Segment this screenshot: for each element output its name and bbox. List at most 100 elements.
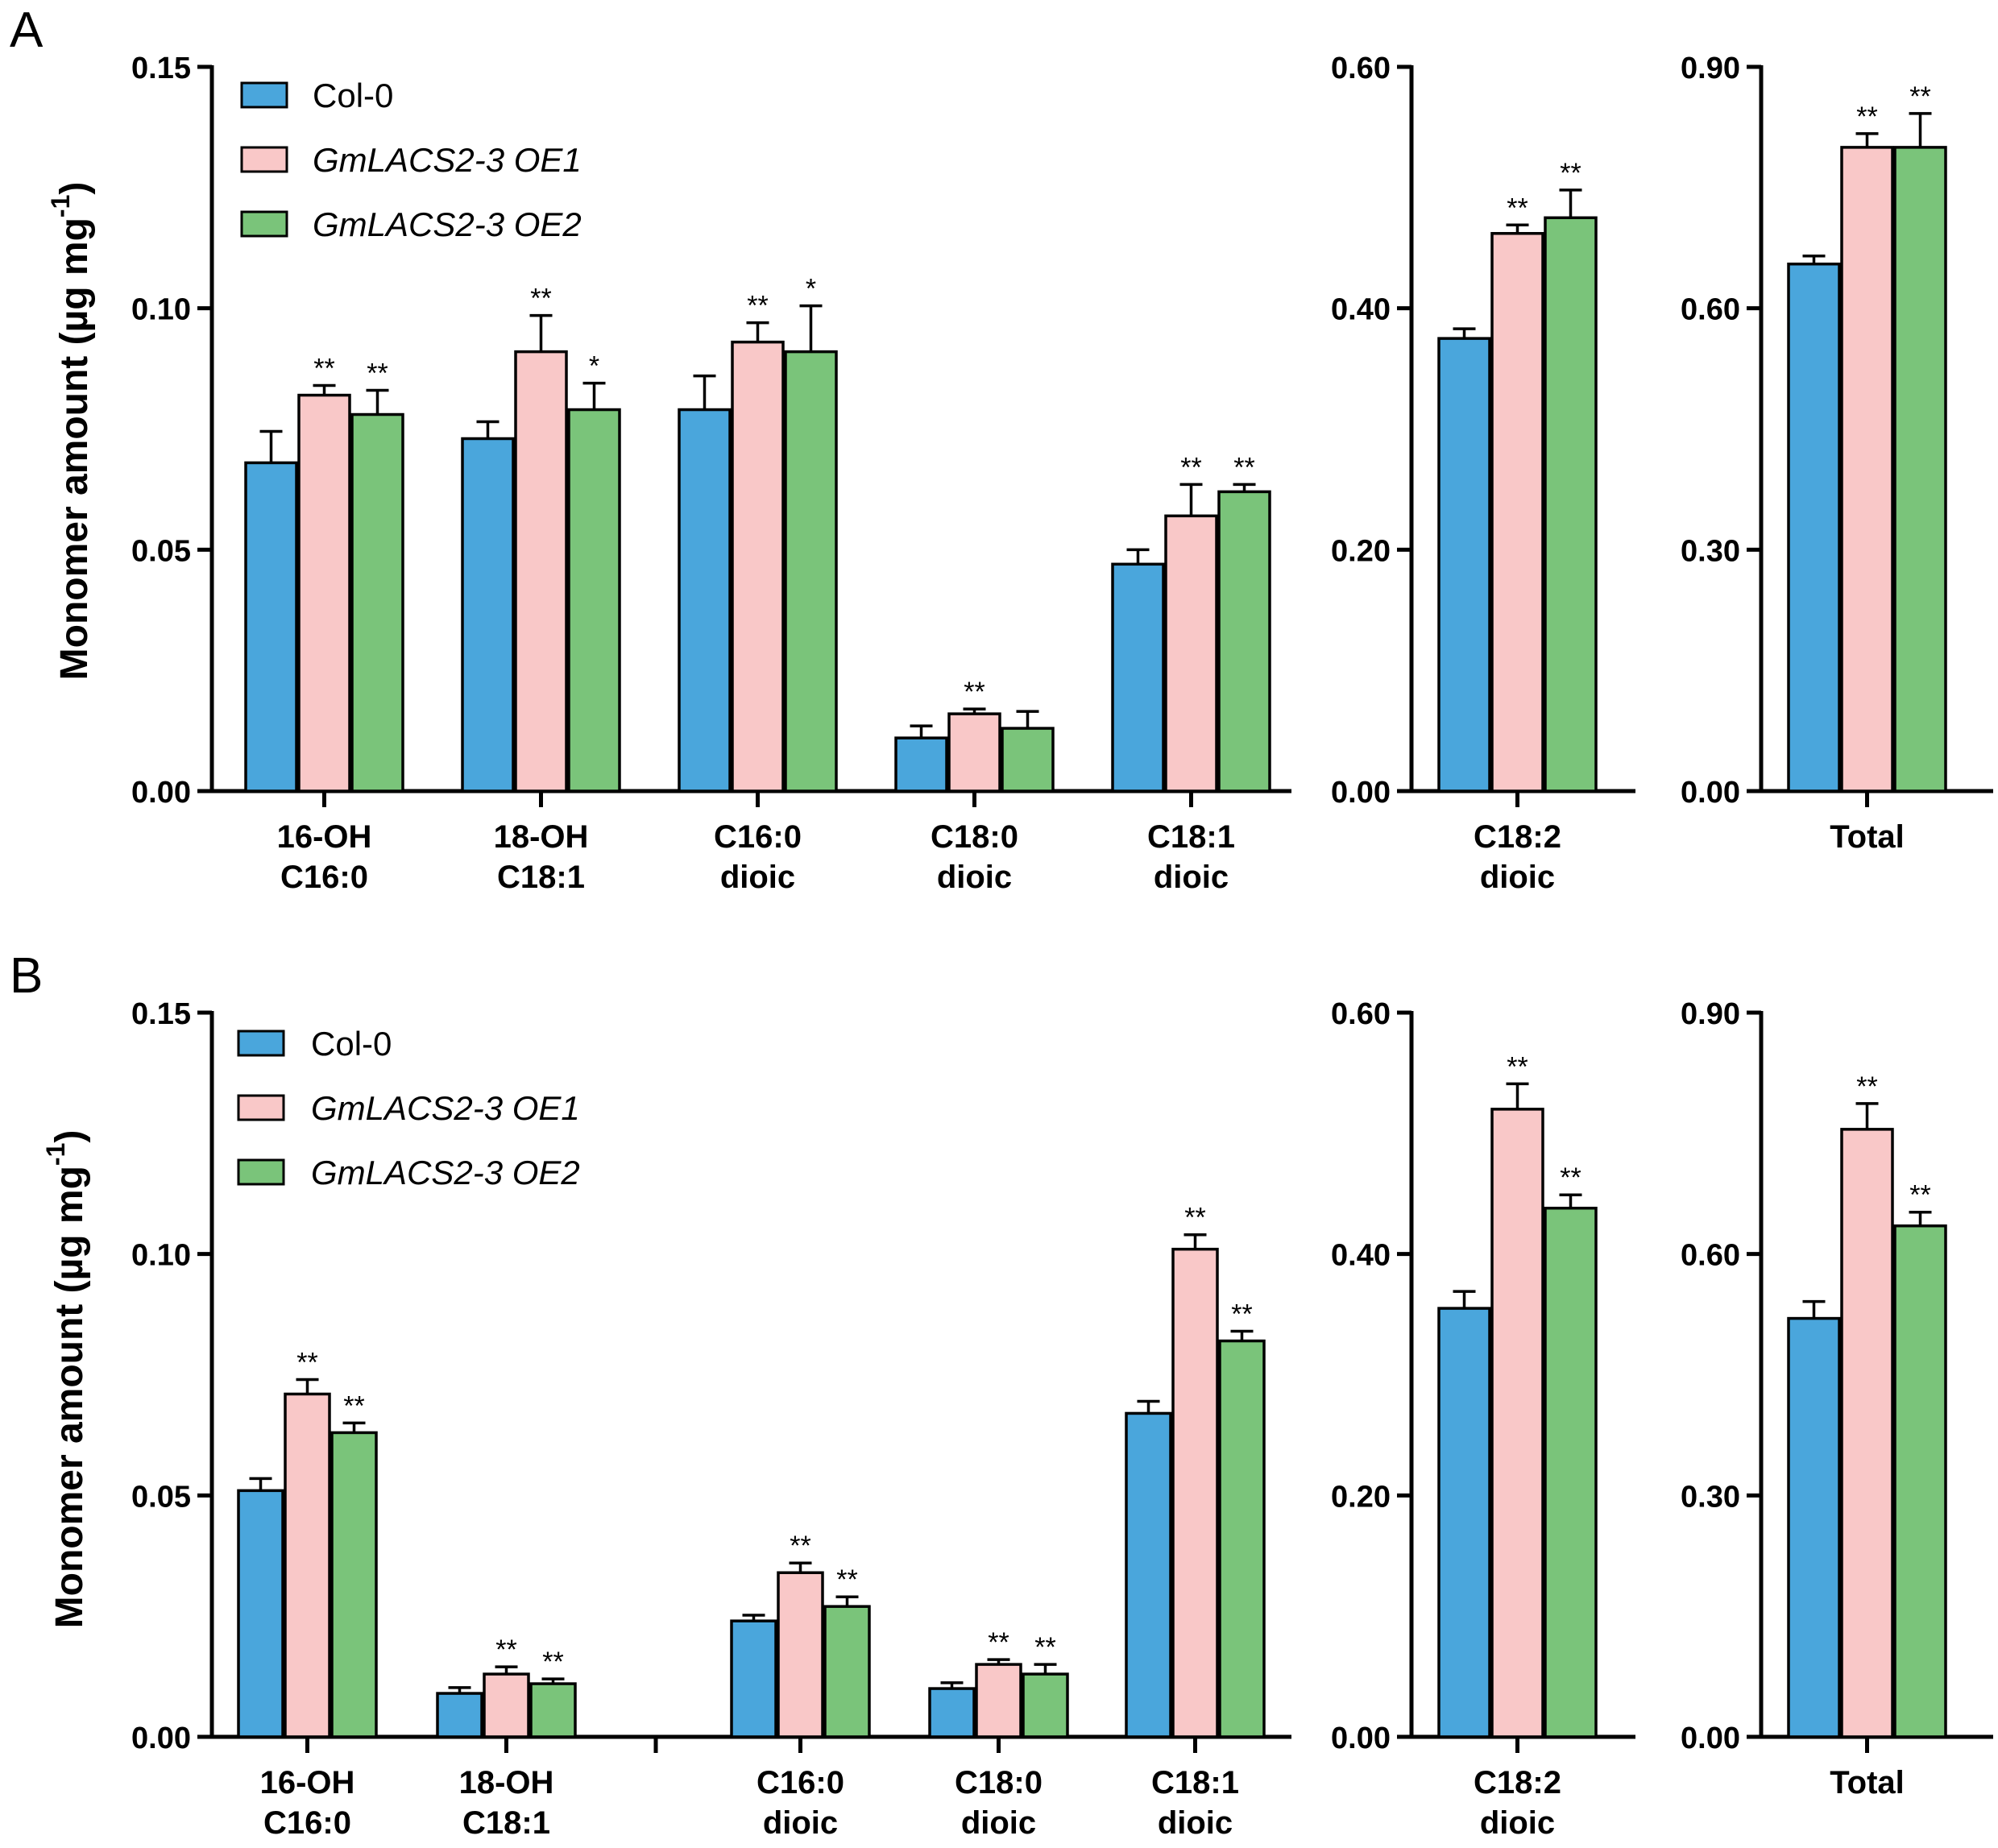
bar	[947, 712, 1001, 793]
bar	[1164, 514, 1218, 793]
y-tick-label: 0.60	[1331, 52, 1391, 85]
subplot-1: 0.00 0.20 0.40 0.60 C18:2 dioic ** **	[1331, 52, 1635, 895]
legend-label: GmLACS2-3 OE1	[311, 1089, 580, 1127]
bar	[730, 1619, 777, 1738]
bar	[1490, 1108, 1544, 1738]
significance-label: **	[1184, 1203, 1205, 1233]
legend-swatch-1	[240, 146, 288, 173]
y-tick-label: 0.15	[131, 997, 191, 1031]
significance-label: *	[806, 274, 816, 305]
x-tick-label: dioic	[1480, 860, 1555, 895]
bar	[1217, 490, 1271, 793]
y-tick-label: 0.30	[1681, 1480, 1740, 1514]
y-axis-label-superscript: -1	[41, 1143, 70, 1166]
bar	[350, 412, 404, 793]
x-tick-label: dioic	[1154, 860, 1229, 895]
significance-label: **	[296, 1347, 317, 1378]
y-tick-label: 0.60	[1681, 293, 1740, 327]
x-tick-label: C18:0	[931, 819, 1018, 855]
x-tick-label: C18:2	[1474, 1765, 1561, 1800]
significance-label: *	[589, 351, 599, 382]
panel-letter: A	[10, 2, 44, 58]
y-axis-label-close: )	[48, 1130, 91, 1143]
bar	[1437, 337, 1491, 793]
bar	[1022, 1672, 1069, 1738]
y-tick-label: 0.20	[1331, 1480, 1391, 1514]
panel-A: A Monomer amount (µg mg-1) Col-0 GmLACS2-3 …	[10, 2, 1993, 895]
significance-label: **	[964, 677, 984, 707]
bar	[461, 437, 515, 793]
bar	[678, 408, 732, 793]
legend-label: GmLACS2-3 OE1	[313, 141, 582, 179]
legend: Col-0 GmLACS2-3 OE1 GmLACS2-3 OE2	[237, 1025, 580, 1191]
y-axis-label-text: Monomer amount (µg mg	[53, 218, 96, 680]
legend-swatch-1	[237, 1094, 285, 1121]
x-tick-label: C18:1	[1147, 819, 1235, 855]
bar	[1893, 146, 1947, 793]
y-tick-label: 0.10	[131, 293, 191, 327]
significance-label: **	[1231, 1299, 1252, 1330]
significance-label: **	[836, 1564, 857, 1595]
significance-label: **	[1909, 81, 1930, 112]
bar	[436, 1692, 483, 1738]
significance-label: **	[747, 291, 768, 321]
significance-label: **	[343, 1390, 364, 1421]
bar	[514, 350, 568, 793]
y-tick-label: 0.00	[1331, 1722, 1391, 1755]
y-tick-label: 0.40	[1331, 1239, 1391, 1273]
bar	[1111, 562, 1165, 793]
bar	[1437, 1307, 1491, 1738]
subplot-1: 0.00 0.20 0.40 0.60 C18:2 dioic ** **	[1331, 997, 1635, 1841]
legend-swatch-0	[237, 1030, 285, 1057]
x-tick-label: C16:0	[757, 1765, 844, 1800]
x-tick-label: 16-OH	[277, 819, 372, 855]
significance-label: **	[313, 354, 334, 384]
x-tick-label: dioic	[961, 1805, 1036, 1841]
bar	[928, 1687, 976, 1738]
x-tick-label: dioic	[1158, 1805, 1233, 1841]
y-tick-label: 0.00	[1681, 1722, 1740, 1755]
x-tick-label: dioic	[720, 860, 795, 895]
x-tick-label: C16:0	[263, 1805, 351, 1841]
subplot-2: 0.00 0.30 0.60 0.90 Total ** **	[1681, 997, 1993, 1800]
bar	[1787, 262, 1841, 793]
bar	[894, 736, 948, 793]
x-tick-label: C18:1	[462, 1805, 550, 1841]
y-axis-label-text: Monomer amount (µg mg	[48, 1166, 91, 1628]
bar	[1001, 727, 1055, 793]
y-tick-label: 0.00	[1681, 776, 1740, 810]
subplot-0: 0.000.050.100.1516-OHC16:0****18-OHC18:1…	[131, 52, 1291, 895]
y-tick-label: 0.00	[131, 1722, 191, 1755]
legend-swatch-2	[237, 1158, 285, 1186]
significance-label: **	[1233, 452, 1254, 483]
bar	[975, 1663, 1022, 1738]
y-tick-label: 0.30	[1681, 534, 1740, 568]
significance-label: **	[1560, 1162, 1581, 1193]
significance-label: **	[495, 1635, 516, 1665]
y-tick-label: 0.20	[1331, 534, 1391, 568]
legend-label: Col-0	[311, 1025, 392, 1063]
significance-label: **	[988, 1627, 1009, 1658]
bar	[1893, 1224, 1947, 1738]
bar	[244, 461, 298, 793]
y-tick-label: 0.05	[131, 534, 191, 568]
significance-label: **	[1909, 1180, 1930, 1211]
bar	[483, 1672, 530, 1738]
bar	[1544, 216, 1598, 793]
y-tick-label: 0.60	[1331, 997, 1391, 1031]
bar	[823, 1605, 871, 1738]
significance-label: **	[1560, 158, 1581, 189]
bar	[1171, 1247, 1219, 1738]
legend-label: GmLACS2-3 OE2	[311, 1154, 580, 1191]
bar	[330, 1431, 378, 1738]
significance-label: **	[542, 1647, 563, 1677]
bar	[1840, 146, 1894, 793]
y-axis-label-superscript: -1	[46, 195, 75, 218]
x-tick-label: dioic	[763, 1805, 838, 1841]
bar	[731, 340, 785, 793]
y-tick-label: 0.00	[1331, 776, 1391, 810]
bar	[1125, 1411, 1172, 1738]
x-tick-label: C18:1	[1151, 1765, 1239, 1800]
subplot-0: 0.000.050.100.1516-OHC16:0****18-OHC18:1…	[131, 997, 1291, 1841]
